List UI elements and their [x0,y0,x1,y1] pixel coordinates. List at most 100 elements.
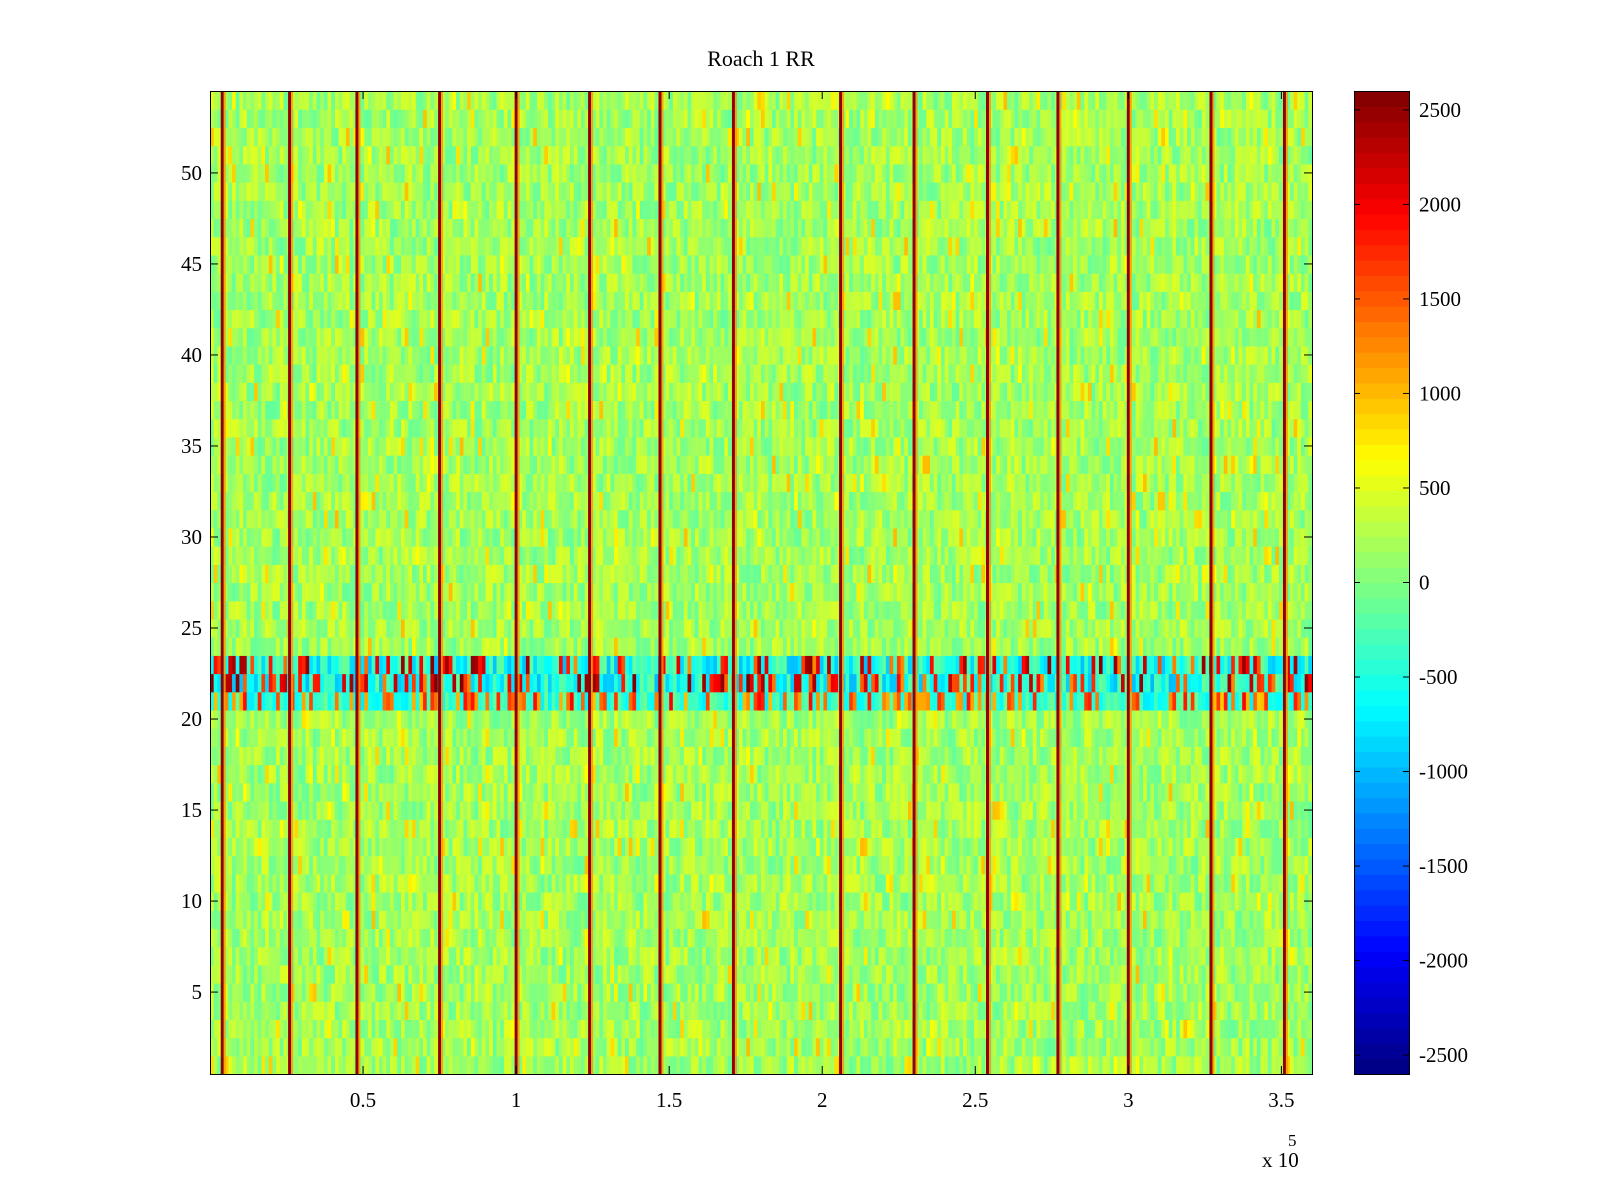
x-axis-tick-labels: 0.5 1 1.5 2 2.5 3 3.5 [350,1088,1295,1112]
colorbar-step [1354,797,1409,814]
x-exponent-base: x 10 [1262,1148,1299,1172]
colorbar-step [1354,413,1409,430]
colorbar-step [1354,321,1409,338]
strong-column-edge [734,91,737,1074]
colorbar-step [1354,229,1409,246]
colorbar-step [1354,428,1409,445]
heatmap-row [210,418,1313,438]
heatmap-row [210,127,1313,147]
heatmap-row [210,473,1313,493]
colorbar-step [1354,152,1409,169]
colorbar-step [1354,198,1409,215]
strong-column-edge [1285,91,1288,1074]
colorbar-step [1354,398,1409,415]
colorbar-step [1354,843,1409,860]
strong-column [731,91,735,1074]
plot-frame [210,91,1313,1075]
y-tick-label: 40 [181,343,202,367]
heatmap-row [210,709,1313,729]
colorbar-tick-label: -2000 [1419,949,1468,973]
colorbar-step [1354,690,1409,706]
colorbar-step [1354,674,1409,691]
y-axis-tick-labels: 5 10 15 20 25 30 35 40 45 50 [181,161,202,1004]
x-tick-label: 2 [817,1088,828,1112]
colorbar-step [1354,382,1409,399]
colorbar-step [1354,736,1409,753]
strong-column [355,91,359,1074]
heatmap-row [210,527,1313,547]
heatmap-row [210,254,1313,274]
strong-column [1282,91,1286,1074]
colorbar-step [1354,536,1409,553]
heatmap-row [210,910,1313,929]
colorbar-tick-labels: 2500 2000 1500 1000 500 0 -500 -1000 -1500 -2000 -… [1419,98,1468,1067]
colorbar-step [1354,183,1409,200]
y-tick-label: 35 [181,434,202,458]
heatmap-row [210,109,1313,128]
heatmap-row [210,546,1313,565]
colorbar-step [1354,782,1409,799]
y-tick-label: 45 [181,252,202,276]
colorbar-tick-label: 1500 [1419,287,1461,311]
heatmap-row [210,218,1313,238]
colorbar-step [1354,167,1409,184]
colorbar-step [1354,997,1409,1014]
colorbar-step [1354,521,1409,538]
colorbar-step [1354,121,1409,138]
heatmap-row [210,728,1313,747]
colorbar-step [1354,720,1409,737]
heatmap-row [210,691,1313,711]
heatmap-row [210,273,1313,292]
colorbar-tick-label: -2500 [1419,1043,1468,1067]
colorbar-step [1354,275,1409,292]
colorbar-step [1354,874,1409,891]
heatmap-row [210,455,1313,474]
heatmap-row [210,855,1313,875]
heatmap-row [210,564,1313,584]
heatmap-row [210,618,1313,638]
colorbar-step [1354,290,1409,307]
chart-title: Roach 1 RR [707,46,815,71]
colorbar-step [1354,889,1409,906]
colorbar-step [1354,981,1409,998]
colorbar-step [1354,1043,1409,1060]
strong-column [438,91,442,1074]
heatmap-row [210,964,1313,984]
strong-column [588,91,592,1074]
colorbar-tick-label: 1000 [1419,381,1461,405]
heatmap-row [210,145,1313,165]
colorbar-step [1354,459,1409,476]
colorbar-step [1354,828,1409,845]
colorbar-tick-label: 2500 [1419,98,1461,122]
strong-column [1209,91,1213,1074]
heatmap-row [210,637,1313,656]
strong-column [1126,91,1130,1074]
strong-column-edge [358,91,361,1074]
y-tick-label: 30 [181,525,202,549]
heatmap-row [210,291,1313,311]
colorbar-step [1354,597,1409,614]
heatmap-row [210,436,1313,456]
strong-column-edge [591,91,594,1074]
colorbar-step [1354,766,1409,783]
heatmap-row [210,891,1313,911]
strong-column [220,91,224,1074]
colorbar-step [1354,1012,1409,1029]
heatmap-row [210,655,1313,675]
strong-column-edge [1129,91,1132,1074]
heatmap-row [210,200,1313,220]
x-tick-label: 3 [1123,1088,1134,1112]
colorbar-step [1354,490,1409,507]
x-tick-label: 3.5 [1268,1088,1294,1112]
heatmap-row [210,382,1313,402]
heatmap-row [210,764,1313,784]
colorbar-step [1354,551,1409,568]
colorbar-step [1354,336,1409,353]
y-tick-label: 25 [181,616,202,640]
colorbar-tick-label: -1000 [1419,760,1468,784]
x-tick-label: 2.5 [962,1088,988,1112]
colorbar-step [1354,106,1409,123]
heatmap-row [210,837,1313,857]
strong-column [514,91,518,1074]
